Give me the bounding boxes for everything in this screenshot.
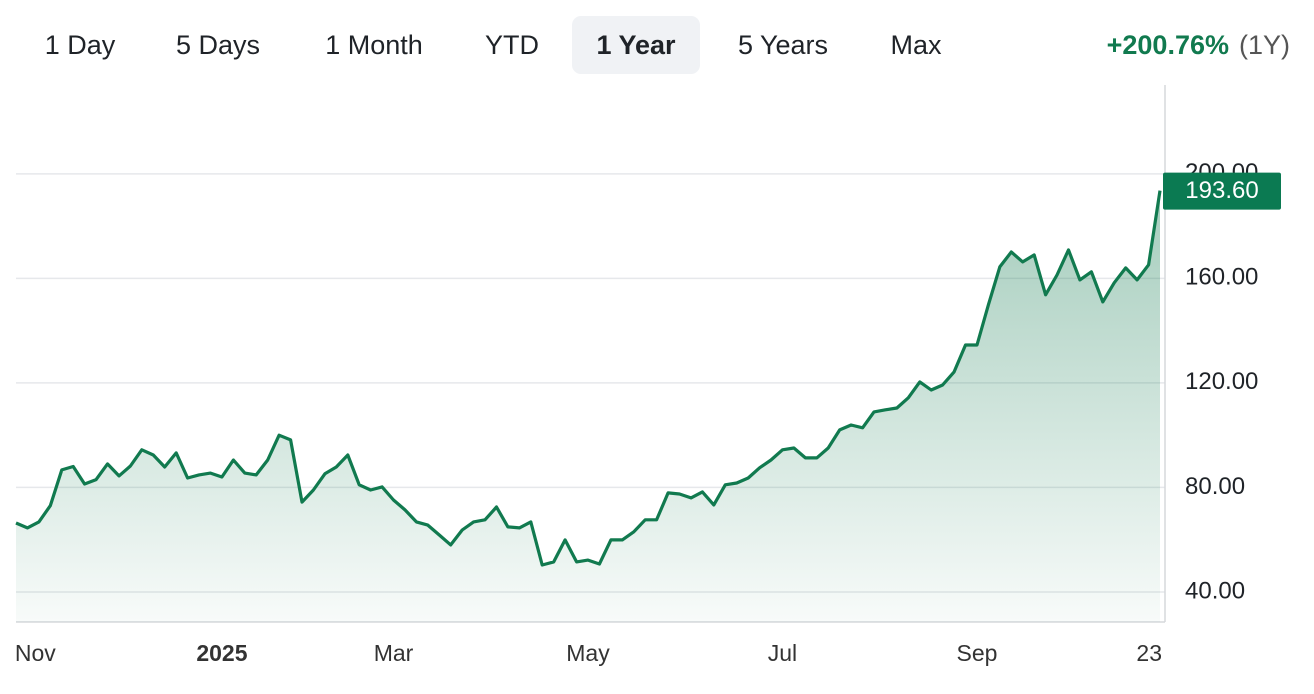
range-button[interactable]: 5 Years (738, 30, 828, 60)
change-period: (1Y) (1239, 30, 1290, 60)
price-badge (1163, 172, 1281, 210)
price-label: 193.60 (1185, 177, 1258, 204)
x-tick-label: May (566, 640, 610, 666)
y-tick-label: 160.00 (1185, 264, 1258, 291)
change-percent: +200.76% (1107, 30, 1229, 60)
range-button[interactable]: 1 Year (596, 30, 676, 60)
x-tick-label: Sep (956, 640, 997, 666)
area (16, 190, 1160, 622)
range-button[interactable]: 1 Month (325, 30, 423, 60)
x-tick-label: 23 (1136, 640, 1162, 666)
x-tick-label: Mar (374, 640, 414, 666)
range-button[interactable]: YTD (485, 30, 539, 60)
range-button[interactable]: 1 Day (45, 30, 116, 60)
line (15, 190, 1162, 567)
y-tick-label: 80.00 (1185, 473, 1245, 500)
y-tick-label: 120.00 (1185, 368, 1258, 395)
range-button[interactable]: Max (890, 30, 942, 60)
range-button-bg[interactable] (572, 16, 700, 74)
x-tick-label: 2025 (196, 640, 247, 666)
range-button[interactable]: 5 Days (176, 30, 260, 60)
x-tick-label: Jul (768, 640, 797, 666)
x-tick-label: Nov (15, 640, 56, 666)
change: +200.76% (1Y) (1107, 30, 1290, 60)
y-tick-label: 40.00 (1185, 577, 1245, 604)
